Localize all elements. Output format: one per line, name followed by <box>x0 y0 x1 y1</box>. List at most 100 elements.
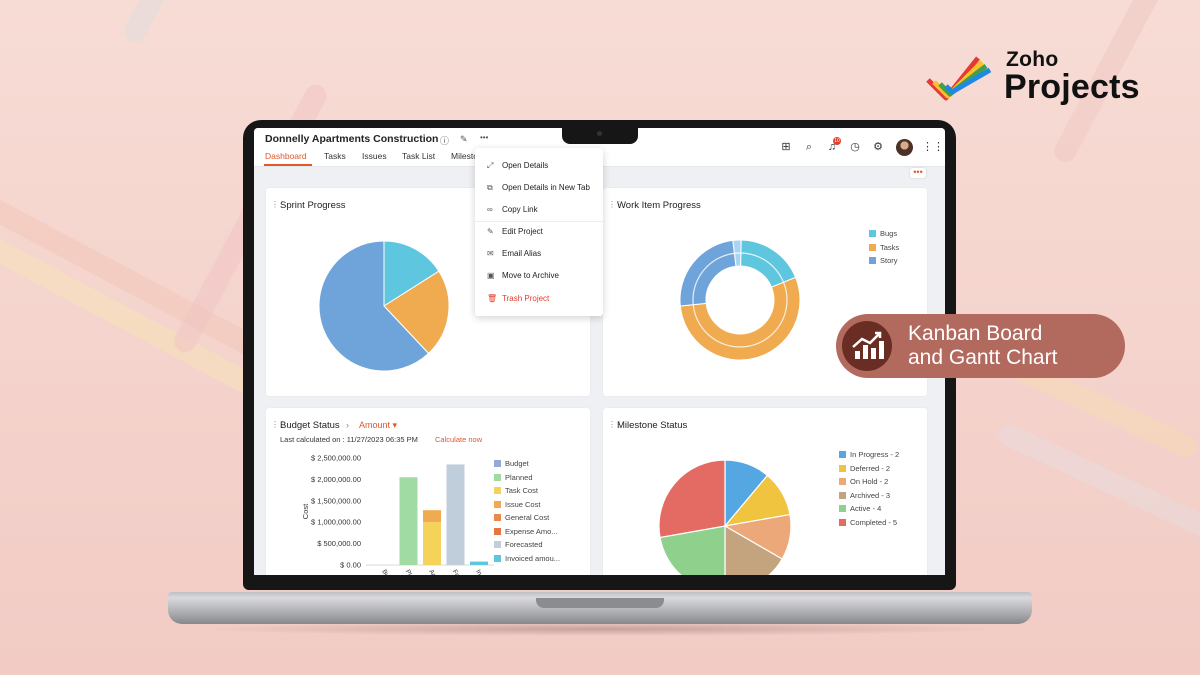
apps-grid-icon[interactable]: ⋮⋮ <box>922 141 944 153</box>
tab-milestones[interactable]: Milestones <box>451 151 492 161</box>
menu-trash-project[interactable]: 🗑 Trash Project <box>487 294 550 303</box>
bar-segment <box>470 561 488 565</box>
card-title: Work Item Progress <box>617 200 701 211</box>
info-icon[interactable]: ⓘ <box>440 136 450 146</box>
legend-item[interactable]: Deferred - 2 <box>839 464 890 473</box>
new-tab-icon: ⧉ <box>487 183 493 192</box>
legend-swatch <box>494 460 501 467</box>
tab-dashboard[interactable]: Dashboard <box>265 151 307 161</box>
legend-swatch <box>839 518 846 526</box>
drag-handle-icon[interactable]: ⋮⋮ <box>271 200 286 209</box>
legend-label: General Cost <box>505 513 550 522</box>
pie-slice <box>658 459 726 539</box>
search-icon[interactable]: ⌕ <box>805 141 813 153</box>
y-tick-label: $ 2,000,000.00 <box>311 475 361 484</box>
notification-badge: 10 <box>833 137 841 145</box>
menu-edit-project[interactable]: ✎ Edit Project <box>487 227 543 236</box>
legend-item[interactable]: Bugs <box>869 229 897 238</box>
tab-task-list[interactable]: Task List <box>402 151 436 161</box>
pie-slice <box>383 270 450 355</box>
legend-label: Task Cost <box>505 486 538 495</box>
legend-label: Planned <box>505 472 533 482</box>
legend-swatch <box>839 491 846 499</box>
card-title: Sprint Progress <box>280 200 346 211</box>
legend-swatch <box>869 257 876 264</box>
legend-swatch <box>494 473 501 481</box>
feature-badge: Kanban Board and Gantt Chart <box>836 314 1125 378</box>
bell-icon[interactable]: ♫ <box>827 141 837 153</box>
legend-item[interactable]: Expense Amo... <box>494 527 558 536</box>
y-tick-label: $ 0.00 <box>340 561 361 570</box>
legend-item[interactable]: Archived - 3 <box>839 491 890 500</box>
checkmark-logo-icon <box>926 56 992 101</box>
logo-zoho-text: Zoho <box>1006 48 1059 71</box>
menu-move-to-archive[interactable]: ▣ Move to Archive <box>487 271 559 280</box>
expand-icon: ⤢ <box>487 161 494 170</box>
donut-slice <box>679 276 801 361</box>
legend-item[interactable]: Issue Cost <box>494 500 540 509</box>
chart-trend-icon <box>842 321 892 371</box>
legend-swatch <box>494 487 501 494</box>
y-tick-label: $ 2,500,000.00 <box>311 454 361 463</box>
legend-item[interactable]: Invoiced amou... <box>494 554 560 563</box>
trash-icon: 🗑 <box>487 294 498 303</box>
project-title: Donnelly Apartments Construction <box>265 133 439 145</box>
more-options-icon[interactable]: ••• <box>480 133 489 142</box>
logo-projects-text: Projects <box>1004 68 1140 106</box>
legend-label: Invoiced amou... <box>505 553 561 563</box>
card-title: Milestone Status <box>617 420 688 431</box>
menu-email-alias[interactable]: ✉ Email Alias <box>487 249 542 258</box>
donut-slice <box>740 239 797 288</box>
avatar[interactable] <box>896 139 913 156</box>
legend-item[interactable]: Tasks <box>869 243 899 252</box>
legend-swatch <box>839 478 846 485</box>
active-tab-indicator <box>264 164 312 166</box>
calculate-now-link[interactable]: Calculate now <box>435 435 483 444</box>
menu-open-details[interactable]: ⤢ Open Details <box>487 161 549 170</box>
legend-swatch <box>839 464 846 472</box>
legend-item[interactable]: Task Cost <box>494 486 538 495</box>
legend-item[interactable]: General Cost <box>494 513 549 522</box>
x-tick-label: Bu <box>380 569 390 576</box>
legend-label: Expense Amo... <box>505 526 558 536</box>
legend-swatch <box>494 541 501 548</box>
legend-label: Tasks <box>880 242 900 252</box>
legend-item[interactable]: Completed - 5 <box>839 518 897 527</box>
y-tick-label: $ 1,000,000.00 <box>311 518 361 527</box>
legend-item[interactable]: Story <box>869 256 898 265</box>
y-tick-label: $ 500,000.00 <box>317 539 361 548</box>
tab-issues[interactable]: Issues <box>362 151 387 161</box>
menu-copy-link[interactable]: ∞ Copy Link <box>487 205 538 214</box>
legend-label: Archived - 3 <box>850 490 891 500</box>
gear-icon[interactable]: ⚙ <box>873 141 883 153</box>
laptop-shadow <box>200 622 1000 636</box>
camera-icon <box>597 131 602 136</box>
dashboard-more-button[interactable]: ••• <box>910 168 926 178</box>
legend-swatch <box>839 505 846 512</box>
legend-label: Active - 4 <box>850 504 882 513</box>
legend-swatch <box>869 230 876 237</box>
legend-item[interactable]: Forecasted <box>494 540 543 549</box>
menu-divider <box>475 221 603 222</box>
legend-item[interactable]: Active - 4 <box>839 504 881 513</box>
legend-label: Issue Cost <box>505 499 541 509</box>
menu-open-details-new-tab[interactable]: ⧉ Open Details in New Tab <box>487 183 590 192</box>
drag-handle-icon[interactable]: ⋮⋮ <box>608 420 623 429</box>
timer-icon[interactable]: ◷ <box>850 141 860 153</box>
edit-pencil-icon[interactable]: ✎ <box>460 134 468 144</box>
legend-item[interactable]: On Hold - 2 <box>839 477 888 486</box>
drag-handle-icon[interactable]: ⋮⋮ <box>271 420 286 429</box>
legend-label: Completed - 5 <box>850 517 898 527</box>
legend-item[interactable]: Planned <box>494 473 533 482</box>
pie-slice <box>318 240 430 372</box>
legend-item[interactable]: In Progress - 2 <box>839 450 899 459</box>
tab-tasks[interactable]: Tasks <box>324 151 346 161</box>
legend-item[interactable]: Budget <box>494 459 529 468</box>
amount-selector[interactable]: Amount ▾ <box>359 420 398 430</box>
drag-handle-icon[interactable]: ⋮⋮ <box>608 200 623 209</box>
legend-swatch <box>869 243 876 251</box>
add-icon[interactable]: ⊞ <box>781 141 791 153</box>
work-item-donut <box>679 239 801 361</box>
archive-icon: ▣ <box>487 271 495 280</box>
bar-segment <box>446 464 465 565</box>
